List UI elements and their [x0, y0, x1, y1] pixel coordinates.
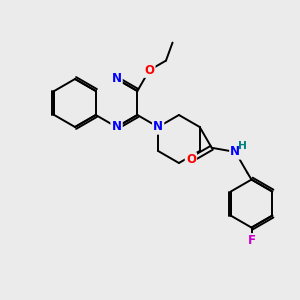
- Text: N: N: [112, 121, 122, 134]
- Text: N: N: [112, 73, 122, 85]
- Text: F: F: [248, 234, 256, 247]
- Text: H: H: [238, 141, 247, 151]
- Text: N: N: [230, 146, 240, 158]
- Text: O: O: [186, 153, 196, 166]
- Text: O: O: [144, 64, 154, 77]
- Text: N: N: [153, 121, 163, 134]
